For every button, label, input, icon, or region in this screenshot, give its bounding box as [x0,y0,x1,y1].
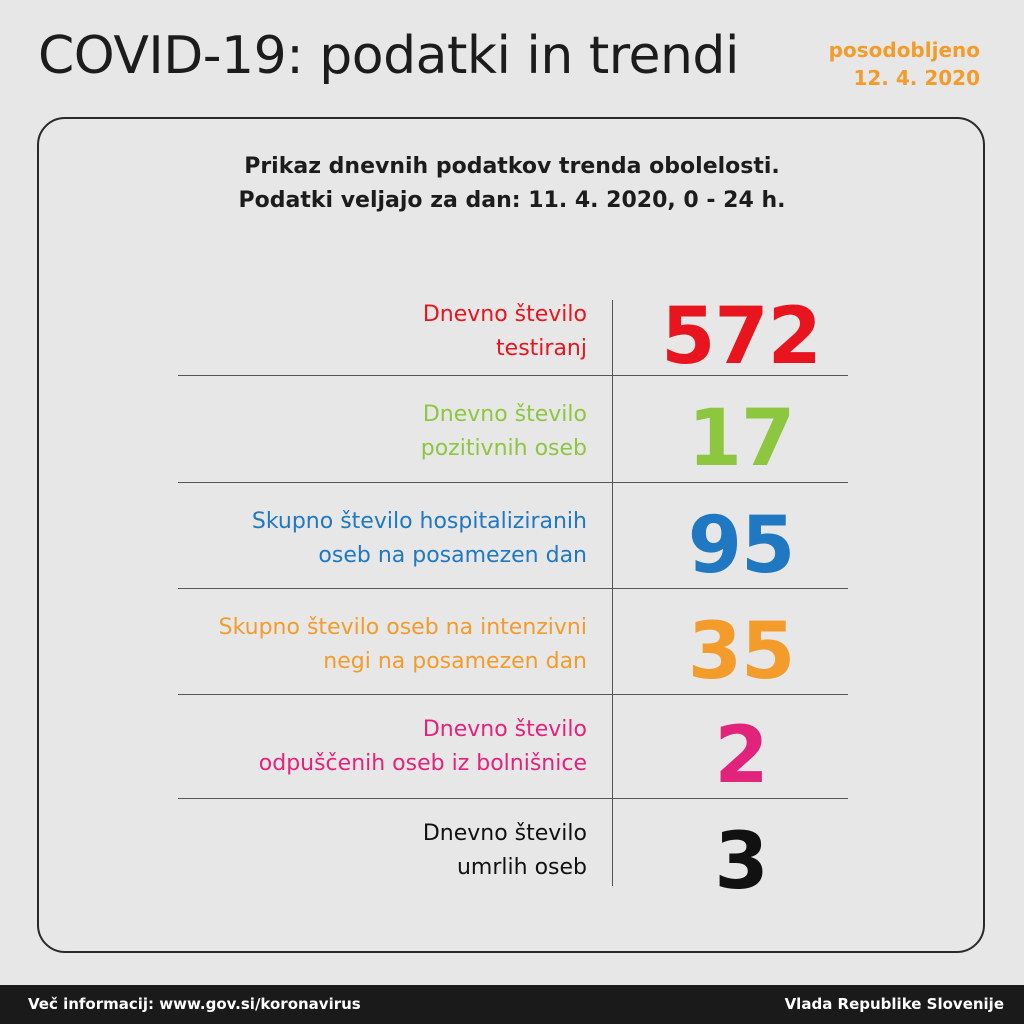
stat-value: 17 [687,394,796,484]
subtitle-line-2: Podatki veljajo za dan: 11. 4. 2020, 0 -… [238,188,786,214]
row-divider [178,375,848,376]
stat-value: 95 [687,501,796,591]
publisher-name: Vlada Republike Slovenije [784,995,1004,1013]
stat-label-line: Skupno število oseb na intenzivni [218,615,587,640]
stat-label-line: pozitivnih oseb [420,436,587,462]
updated-date: 12. 4. 2020 [853,66,980,90]
stat-label-line: Skupno število hospitaliziranih [251,509,587,534]
column-divider [612,300,613,886]
stats-card [37,117,985,953]
stat-label-line: negi na posamezen dan [323,649,587,675]
card-subtitle: Prikaz dnevnih podatkov trenda obolelost… [0,150,1024,218]
stat-label-line: umrlih oseb [456,855,587,881]
stat-label: Dnevno število umrlih oseb [147,817,587,885]
row-divider [178,798,848,799]
updated-info: posodobljeno 12. 4. 2020 [760,36,980,92]
row-divider [178,694,848,695]
stat-value: 572 [661,292,822,382]
stat-label: Skupno število oseb na intenzivni negi n… [147,611,587,679]
stat-label: Dnevno število testiranj [147,298,587,366]
more-info-link[interactable]: Več informacij: www.gov.si/koronavirus [28,995,361,1013]
stat-label: Skupno število hospitaliziranih oseb na … [147,505,587,573]
subtitle-line-1: Prikaz dnevnih podatkov trenda obolelost… [244,154,780,179]
stat-label-line: Dnevno število [422,821,587,846]
row-divider [178,482,848,483]
stat-label-line: Dnevno število [422,717,587,742]
stat-label: Dnevno število odpuščenih oseb iz bolniš… [147,713,587,781]
stat-label-line: testiranj [496,336,587,362]
stat-value: 3 [714,817,768,907]
footer-bar: Več informacij: www.gov.si/koronavirus V… [0,985,1024,1024]
stat-label-line: odpuščenih oseb iz bolnišnice [258,751,587,777]
stat-label-line: oseb na posamezen dan [318,543,587,569]
stat-label-line: Dnevno število [422,402,587,427]
stat-value: 35 [687,607,796,697]
row-divider [178,588,848,589]
stat-label-line: Dnevno število [422,302,587,327]
updated-label: posodobljeno [828,38,980,62]
page-title: COVID-19: podatki in trendi [38,26,739,86]
stat-label: Dnevno število pozitivnih oseb [147,398,587,466]
stat-value: 2 [714,711,768,801]
